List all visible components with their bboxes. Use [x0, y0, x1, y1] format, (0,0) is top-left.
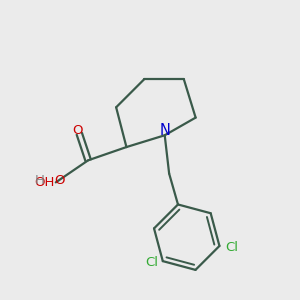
Text: Cl: Cl	[145, 256, 158, 269]
Text: Cl: Cl	[225, 241, 238, 254]
Text: O: O	[73, 124, 83, 137]
Text: O: O	[54, 174, 64, 188]
Text: OH: OH	[34, 176, 54, 189]
Text: N: N	[159, 123, 170, 138]
Text: H: H	[34, 174, 44, 188]
